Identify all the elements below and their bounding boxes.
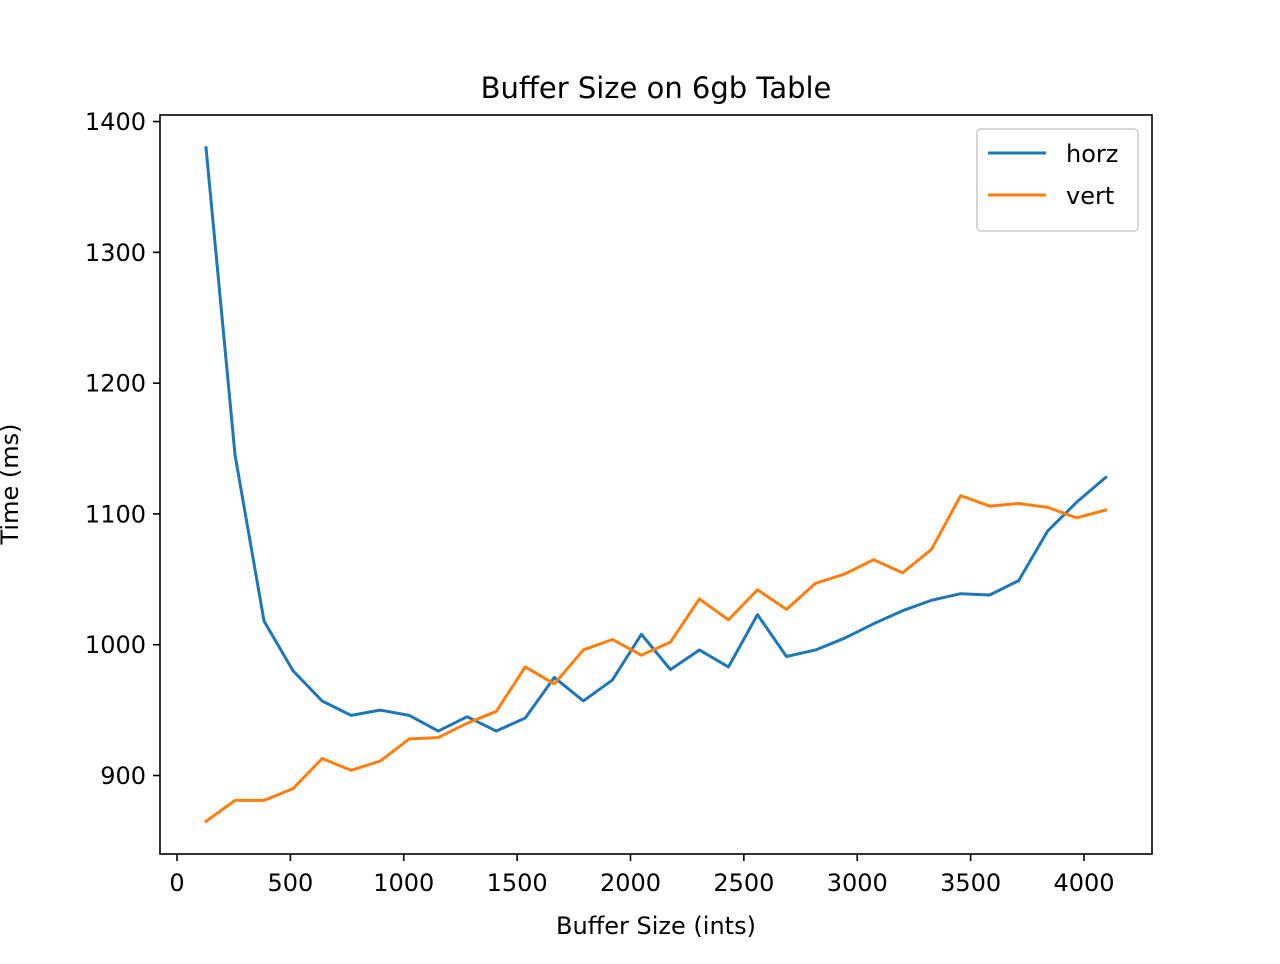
x-tick-label: 2500 [713, 869, 774, 897]
y-tick-label: 900 [100, 762, 146, 790]
y-tick-label: 1000 [85, 631, 146, 659]
legend-label-horz: horz [1066, 140, 1118, 168]
y-tick-label: 1200 [85, 370, 146, 398]
x-axis-label: Buffer Size (ints) [556, 912, 756, 940]
plot-lines [203, 146, 1108, 824]
x-tick-label: 3000 [827, 869, 888, 897]
chart-title: Buffer Size on 6gb Table [481, 71, 832, 105]
legend-label-vert: vert [1066, 182, 1114, 210]
series-line-horz [204, 146, 1108, 733]
legend: horz vert [976, 128, 1139, 232]
x-axis: 0 500 1000 1500 2000 2500 3000 3500 4000 [169, 854, 1115, 897]
x-tick-label: 1500 [487, 869, 548, 897]
y-axis: 900 1000 1100 1200 1300 1400 [85, 108, 160, 790]
y-axis-label: Time (ms) [0, 424, 24, 546]
x-tick-label: 2000 [600, 869, 661, 897]
x-tick-label: 1000 [373, 869, 434, 897]
y-tick-label: 1300 [85, 239, 146, 267]
y-tick-label: 1400 [85, 108, 146, 136]
x-tick-label: 0 [169, 869, 184, 897]
plot-frame [159, 114, 1153, 855]
x-tick-label: 500 [267, 869, 313, 897]
y-tick-label: 1100 [85, 500, 146, 528]
x-tick-label: 4000 [1053, 869, 1114, 897]
x-tick-label: 3500 [940, 869, 1001, 897]
series-line-vert [203, 494, 1108, 824]
